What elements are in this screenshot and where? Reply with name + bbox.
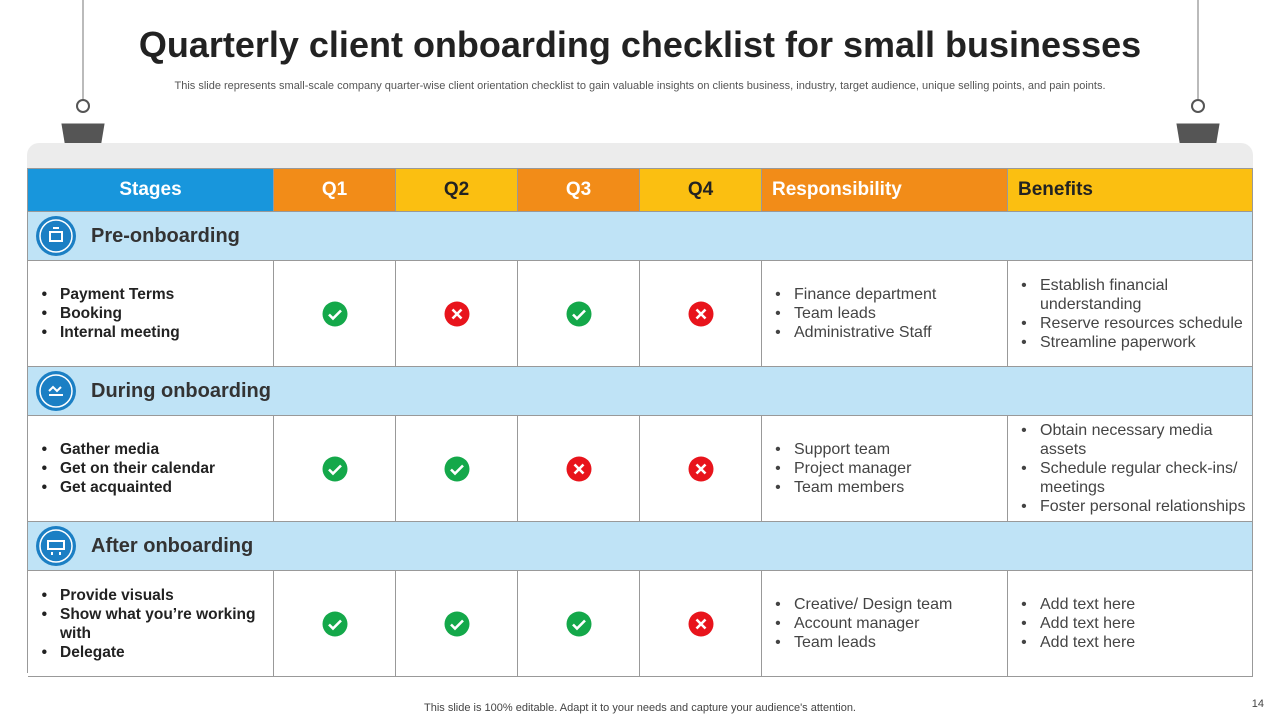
cross-icon — [566, 456, 591, 481]
stages-item: Provide visuals — [60, 586, 267, 605]
quarter-cell — [518, 261, 640, 367]
benefits-item: Add text here — [1040, 633, 1135, 652]
benefits-list: Add text hereAdd text hereAdd text here — [1012, 595, 1135, 652]
quarter-cell — [396, 416, 518, 522]
cross-icon — [688, 301, 713, 326]
responsibility-item: Finance department — [794, 285, 936, 304]
responsibility-list: Creative/ Design teamAccount managerTeam… — [766, 595, 952, 652]
stages-item: Get on their calendar — [60, 459, 215, 478]
quarter-cell — [518, 416, 640, 522]
section-name: After onboarding — [91, 534, 254, 557]
stages-cell: Gather mediaGet on their calendarGet acq… — [28, 416, 274, 522]
check-icon — [444, 456, 469, 481]
header-cell: Q4 — [640, 169, 762, 212]
check-icon — [322, 456, 347, 481]
section-icon — [36, 526, 76, 566]
benefits-item: Establish financial understanding — [1040, 276, 1246, 314]
stages-cell: Payment TermsBookingInternal meeting — [28, 261, 274, 367]
title: Quarterly client onboarding checklist fo… — [138, 24, 1142, 65]
stages-cell: Provide visualsShow what you’re working … — [28, 571, 274, 677]
benefits-cell: Obtain necessary media assetsSchedule re… — [1008, 416, 1253, 522]
quarter-cell — [640, 571, 762, 677]
benefits-item: Reserve resources schedule — [1040, 314, 1246, 333]
quarter-cell — [274, 261, 396, 367]
benefits-cell: Establish financial understandingReserve… — [1008, 261, 1253, 367]
check-icon — [322, 611, 347, 636]
quarter-cell — [396, 571, 518, 677]
responsibility-list: Finance departmentTeam leadsAdministrati… — [766, 285, 936, 342]
quarter-cell — [640, 261, 762, 367]
section-icon — [36, 216, 76, 256]
benefits-item: Add text here — [1040, 595, 1135, 614]
check-icon — [322, 301, 347, 326]
stages-item: Delegate — [60, 643, 267, 662]
section-row: During onboarding — [28, 367, 1253, 416]
section-name: During onboarding — [91, 379, 271, 402]
responsibility-item: Team leads — [794, 304, 936, 323]
quarter-cell — [518, 571, 640, 677]
responsibility-cell: Support teamProject managerTeam members — [762, 416, 1008, 522]
table: Stages Q1 Q2 Q3 Q4 Responsibility Benefits Pre-… — [27, 168, 1253, 677]
stages-list: Gather mediaGet on their calendarGet acq… — [32, 440, 215, 497]
benefits-cell: Add text hereAdd text hereAdd text here — [1008, 571, 1253, 677]
responsibility-item: Administrative Staff — [794, 323, 936, 342]
benefits-item: Schedule regular check-ins/ meetings — [1040, 459, 1246, 497]
section-row: Pre-onboarding — [28, 212, 1253, 261]
stages-item: Payment Terms — [60, 285, 180, 304]
quarter-cell — [640, 416, 762, 522]
responsibility-cell: Finance departmentTeam leadsAdministrati… — [762, 261, 1008, 367]
header-cell: Q3 — [518, 169, 640, 212]
responsibility-item: Creative/ Design team — [794, 595, 952, 614]
responsibility-item: Project manager — [794, 459, 911, 478]
benefits-list: Obtain necessary media assetsSchedule re… — [1012, 421, 1246, 516]
section-row: After onboarding — [28, 522, 1253, 571]
header-cell: Q2 — [396, 169, 518, 212]
responsibility-item: Support team — [794, 440, 911, 459]
quarter-cell — [274, 571, 396, 677]
benefits-item: Obtain necessary media assets — [1040, 421, 1246, 459]
page-number: 14 — [1251, 698, 1264, 710]
cross-icon — [688, 611, 713, 636]
responsibility-cell: Creative/ Design teamAccount managerTeam… — [762, 571, 1008, 677]
cross-icon — [688, 456, 713, 481]
footer: This slide is 100% editable. Adapt it to… — [424, 702, 856, 714]
check-icon — [444, 611, 469, 636]
stages-item: Internal meeting — [60, 323, 180, 342]
header-cell: Benefits — [1008, 169, 1253, 212]
header-cell: Q1 — [274, 169, 396, 212]
benefits-list: Establish financial understandingReserve… — [1012, 276, 1246, 352]
quarter-cell — [396, 261, 518, 367]
responsibility-item: Account manager — [794, 614, 952, 633]
subtitle: This slide represents small-scale compan… — [174, 80, 1106, 92]
benefits-item: Add text here — [1040, 614, 1135, 633]
stages-item: Show what you’re working with — [60, 605, 267, 643]
header-cell: Responsibility — [762, 169, 1008, 212]
responsibility-list: Support teamProject managerTeam members — [766, 440, 911, 497]
stages-list: Provide visualsShow what you’re working … — [32, 586, 267, 662]
header-cell: Stages — [28, 169, 274, 212]
benefits-item: Streamline paperwork — [1040, 333, 1246, 352]
stages-item: Gather media — [60, 440, 215, 459]
cross-icon — [444, 301, 469, 326]
check-icon — [566, 301, 591, 326]
quarter-cell — [274, 416, 396, 522]
check-icon — [566, 611, 591, 636]
benefits-item: Foster personal relationships — [1040, 497, 1246, 516]
stages-list: Payment TermsBookingInternal meeting — [32, 285, 180, 342]
stages-item: Booking — [60, 304, 180, 323]
responsibility-item: Team members — [794, 478, 911, 497]
responsibility-item: Team leads — [794, 633, 952, 652]
section-icon — [36, 371, 76, 411]
stages-item: Get acquainted — [60, 478, 215, 497]
section-name: Pre-onboarding — [91, 224, 240, 247]
